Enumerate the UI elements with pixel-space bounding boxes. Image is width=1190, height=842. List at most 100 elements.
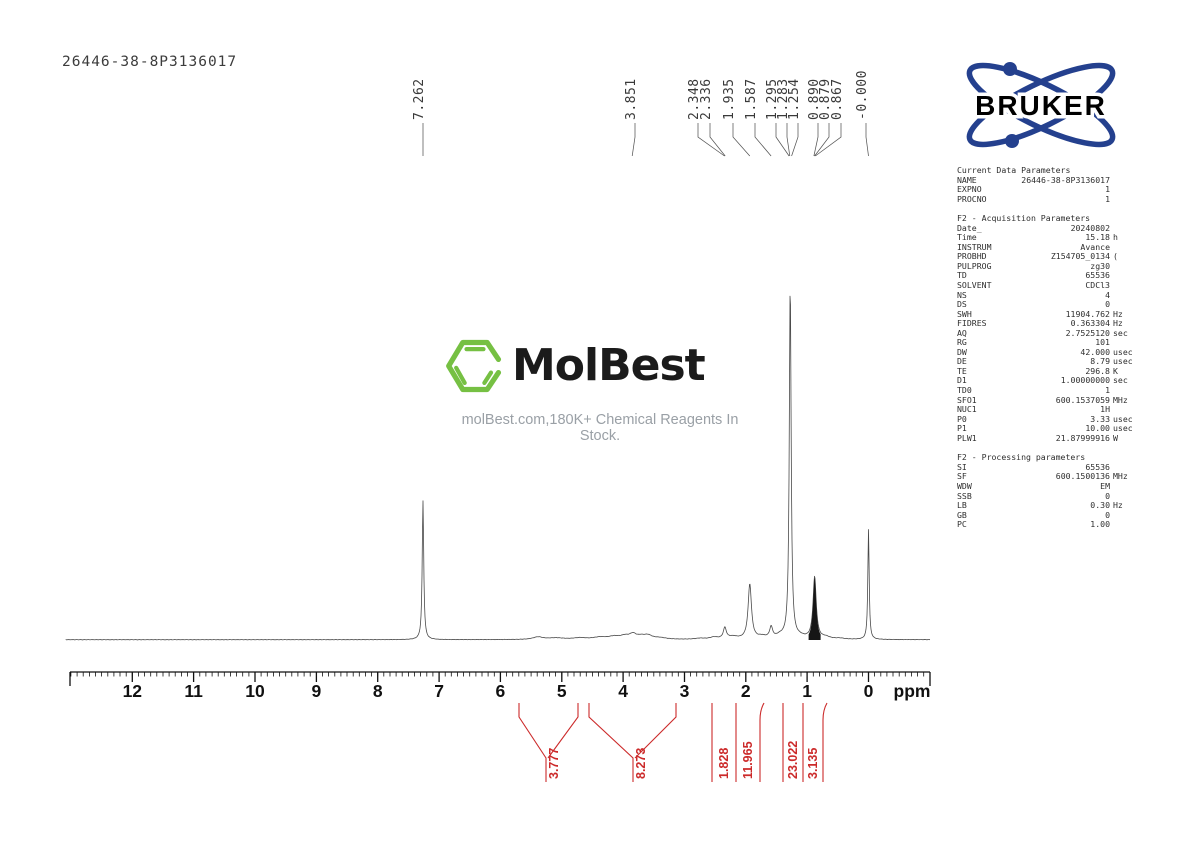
- axis-tick-label: 4: [618, 681, 628, 701]
- integral-marks: 3.777 8.273 1.828 11.965 23.022 3.135: [518, 702, 828, 782]
- axis-tick-label: 8: [373, 681, 383, 701]
- peak-shift-label: 0.867: [830, 78, 845, 120]
- param-value: 10.00: [1085, 423, 1110, 434]
- param-key: NAME: [957, 174, 977, 185]
- axis-tick-label: 11: [184, 681, 203, 701]
- param-section: F2 - Processing parameters SI 65536 SF 600.1…: [957, 453, 1141, 529]
- param-key: EXPNO: [957, 184, 982, 195]
- axis-tick-label: 5: [557, 681, 567, 701]
- param-value: 15.18: [1085, 232, 1110, 243]
- spectrum-curve: [65, 295, 931, 641]
- param-key: RG: [957, 337, 967, 348]
- axis-tick-label: 7: [434, 681, 444, 701]
- param-row: LB 0.30 Hz: [957, 500, 1141, 511]
- param-row: NUC1 1H: [957, 405, 1141, 415]
- param-unit: Hz: [1113, 308, 1123, 319]
- param-key: LB: [957, 500, 967, 511]
- peak-shift-label: 1.283: [776, 78, 791, 120]
- param-key: SI: [957, 461, 967, 472]
- param-section-header: F2 - Processing parameters: [957, 452, 1086, 463]
- param-unit: W: [1113, 432, 1118, 443]
- param-unit: Hz: [1113, 500, 1123, 511]
- axis-tick-label: 9: [312, 681, 322, 701]
- param-key: NS: [957, 289, 967, 300]
- param-value: 21.87999916: [1055, 432, 1110, 443]
- param-row: WDW EM: [957, 480, 1141, 492]
- param-unit: MHz: [1113, 394, 1128, 405]
- param-row: RG 101: [957, 338, 1141, 348]
- param-unit: [1110, 176, 1141, 186]
- param-row: FIDRES 0.363304 Hz: [957, 319, 1141, 329]
- param-section: F2 - Acquisition Parameters Date_ 20240802…: [957, 214, 1141, 443]
- peak-connector: [813, 123, 819, 157]
- peak-connector: [754, 123, 772, 157]
- param-value: 2.7525120: [1065, 327, 1110, 338]
- param-key: SWH: [957, 308, 972, 319]
- param-value: 3.33: [1090, 413, 1110, 424]
- sample-id-title: 26446-38-8P3136017: [62, 54, 238, 70]
- spectrum-trace: [65, 295, 931, 641]
- axis-tick-label: 0: [864, 681, 874, 701]
- param-unit: usec: [1113, 356, 1133, 367]
- param-key: Date_: [957, 222, 982, 233]
- param-row: DW 42.000 usec: [957, 347, 1141, 358]
- param-row: Time 15.18 h: [957, 233, 1141, 243]
- x-axis: 12 11 10 9 8 7 6 5 4 3 2 1 0 ppm: [69, 671, 931, 701]
- integral-bracket: [518, 703, 547, 782]
- param-value: 26446-38-8P3136017: [1021, 174, 1110, 185]
- param-value: 1: [1105, 193, 1110, 204]
- param-value: 0: [1105, 490, 1110, 501]
- peak-connector: [775, 123, 790, 157]
- param-unit: K: [1113, 365, 1118, 376]
- param-row: EXPNO 1: [957, 185, 1141, 195]
- benzene-hexagon-icon: [446, 339, 502, 393]
- parameters-panel: Current Data Parameters NAME 26446-38-8P31…: [957, 165, 1141, 540]
- param-unit: [1110, 195, 1141, 205]
- param-value: 600.1537059: [1055, 394, 1110, 405]
- param-key: DE: [957, 356, 967, 367]
- axis-tick-label: 2: [741, 681, 751, 701]
- param-value: 0: [1105, 509, 1110, 520]
- param-unit: usec: [1113, 413, 1133, 424]
- param-value: 0: [1105, 299, 1110, 310]
- molbest-tagline: molBest.com,180K+ Chemical Reagents In S…: [461, 412, 739, 444]
- peak-shift-label: 7.262: [412, 78, 427, 120]
- param-value: 101: [1095, 337, 1110, 348]
- param-key: AQ: [957, 327, 967, 338]
- param-key: PC: [957, 519, 967, 530]
- param-key: FIDRES: [957, 318, 987, 329]
- param-row: PULPROG zg30: [957, 261, 1141, 272]
- peak-connector: [709, 123, 726, 157]
- param-key: TD0: [957, 385, 972, 396]
- axis-unit-label: ppm: [894, 681, 931, 701]
- param-row: DS 0: [957, 300, 1141, 310]
- param-value: 20240802: [1070, 222, 1110, 233]
- param-value: EM: [1100, 480, 1110, 491]
- param-key: PLW1: [957, 432, 977, 443]
- param-row: SF 600.1500136 MHz: [957, 472, 1141, 482]
- param-unit: [1110, 185, 1141, 195]
- molbest-brand-text: MolBest: [512, 340, 706, 391]
- param-value: 11904.762: [1065, 308, 1110, 319]
- param-key: INSTRUM: [957, 241, 992, 252]
- param-unit: MHz: [1113, 471, 1128, 482]
- param-key: NUC1: [957, 404, 977, 415]
- integral-value-label: 3.777: [547, 748, 561, 779]
- param-value: 600.1500136: [1055, 471, 1110, 482]
- param-unit: [1110, 511, 1141, 521]
- integral-bracket: [822, 702, 828, 782]
- param-value: Z154705_0134: [1050, 251, 1110, 262]
- param-row: PROBHD Z154705_0134(: [957, 252, 1141, 262]
- param-row: SWH 11904.762 Hz: [957, 308, 1141, 320]
- peak-shift-label: 0.890: [807, 78, 822, 120]
- param-row: SSB 0: [957, 490, 1141, 502]
- peak-connector: [697, 123, 725, 157]
- param-row: PC 1.00: [957, 520, 1141, 530]
- param-section-header: F2 - Acquisition Parameters: [957, 213, 1091, 224]
- integral-bracket: [588, 703, 634, 782]
- param-key: TD: [957, 270, 967, 281]
- peak-connector: [631, 123, 636, 157]
- param-value: 1.00000000: [1060, 375, 1110, 386]
- bruker-wordmark: BRUKER: [975, 90, 1107, 121]
